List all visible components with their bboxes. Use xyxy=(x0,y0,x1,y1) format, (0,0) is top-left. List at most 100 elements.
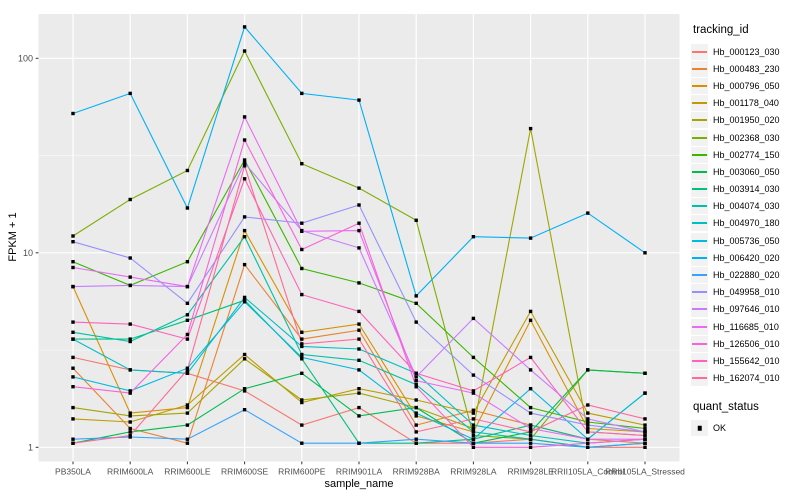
legend-key-swatch xyxy=(691,60,708,77)
data-point xyxy=(71,265,75,270)
data-point xyxy=(643,437,647,441)
quant-status-legend-items: OK xyxy=(691,420,799,437)
legend-title-quant-status: quant_status xyxy=(693,400,759,413)
legend-item-Hb_049958_010: Hb_049958_010 xyxy=(691,284,799,301)
data-point xyxy=(300,162,304,166)
data-point xyxy=(185,423,190,427)
data-point xyxy=(300,292,304,297)
legend-key-swatch xyxy=(691,335,708,352)
legend-item-Hb_000123_030: Hb_000123_030 xyxy=(691,43,799,60)
legend-item-Hb_162074_010: Hb_162074_010 xyxy=(691,370,799,387)
data-point xyxy=(128,322,132,326)
legend-item-label: Hb_003914_030 xyxy=(713,184,780,195)
legend-item-Hb_097646_010: Hb_097646_010 xyxy=(691,301,799,318)
data-point xyxy=(357,368,361,372)
legend-key-swatch xyxy=(691,318,708,335)
data-point xyxy=(242,295,247,300)
legend-key-swatch xyxy=(691,249,708,266)
data-point xyxy=(71,234,75,238)
legend-key-swatch xyxy=(691,301,708,318)
data-point xyxy=(528,411,533,415)
data-point xyxy=(471,430,476,434)
data-point xyxy=(242,389,247,393)
data-point xyxy=(357,246,361,250)
legend-item-label: Hb_126506_010 xyxy=(713,338,780,349)
data-point xyxy=(128,389,132,393)
data-point xyxy=(71,260,75,264)
data-point xyxy=(128,339,132,344)
legend-item-Hb_005736_050: Hb_005736_050 xyxy=(691,232,799,249)
legend-item-label: Hb_004074_030 xyxy=(713,201,780,212)
data-point xyxy=(471,426,476,431)
legend-line-icon xyxy=(692,67,707,70)
data-point xyxy=(128,414,132,418)
legend-item-Hb_006420_020: Hb_006420_020 xyxy=(691,249,799,266)
legend-item-label: Hb_155642_010 xyxy=(713,355,780,366)
data-point xyxy=(414,294,418,298)
legend-key-swatch xyxy=(691,198,708,215)
legend-item-label: Hb_002368_030 xyxy=(713,132,780,143)
legend-key-swatch xyxy=(691,77,708,94)
data-point xyxy=(586,211,590,215)
data-point xyxy=(528,318,533,322)
y-tick-label: 10 xyxy=(23,248,33,258)
data-point xyxy=(242,49,247,53)
data-point xyxy=(71,375,75,379)
data-point xyxy=(185,168,190,173)
legend-item-label: Hb_006420_020 xyxy=(713,252,780,263)
legend-item-quant-ok: OK xyxy=(691,420,799,437)
legend: tracking_id Hb_000123_030 Hb_000483_230 Hb… xyxy=(691,24,799,437)
x-axis-title: sample_name xyxy=(324,478,394,490)
data-point xyxy=(586,420,590,424)
data-point xyxy=(643,445,647,449)
data-point xyxy=(185,332,190,337)
legend-line-icon xyxy=(692,377,707,380)
data-point xyxy=(471,391,476,395)
y-tick-label: 100 xyxy=(18,53,33,63)
legend-key-swatch xyxy=(691,232,708,249)
tracking-id-legend-items: Hb_000123_030 Hb_000483_230 Hb_000796_050 H… xyxy=(691,43,799,387)
data-point xyxy=(357,405,361,410)
data-point xyxy=(71,441,75,445)
data-point xyxy=(528,437,533,441)
data-point xyxy=(300,229,304,233)
data-point xyxy=(128,391,132,395)
data-point xyxy=(357,98,361,102)
data-point xyxy=(414,441,418,445)
data-point xyxy=(528,430,533,434)
x-tick-label: RRIM600LE xyxy=(164,467,211,477)
data-point xyxy=(185,437,190,441)
data-point xyxy=(242,352,247,357)
data-point xyxy=(185,368,190,372)
data-point xyxy=(528,405,533,410)
data-point xyxy=(528,426,533,431)
legend-line-icon xyxy=(692,102,707,105)
y-axis-title: FPKM + 1 xyxy=(7,212,19,262)
data-point xyxy=(242,262,247,267)
data-point xyxy=(357,221,361,225)
data-point xyxy=(471,437,476,441)
data-point xyxy=(586,426,590,431)
data-point xyxy=(300,337,304,341)
data-point xyxy=(242,357,247,361)
data-point xyxy=(586,411,590,415)
data-point xyxy=(128,283,132,288)
data-point xyxy=(128,433,132,438)
legend-line-icon xyxy=(692,188,707,191)
data-point xyxy=(128,275,132,279)
data-point xyxy=(528,368,533,372)
data-point xyxy=(471,433,476,438)
legend-key-swatch xyxy=(691,284,708,301)
data-point xyxy=(643,433,647,438)
legend-item-Hb_116685_010: Hb_116685_010 xyxy=(691,318,799,335)
legend-line-icon xyxy=(692,136,707,139)
axis-ticks xyxy=(35,57,646,465)
data-point xyxy=(528,445,533,449)
legend-key-swatch xyxy=(691,163,708,180)
data-point xyxy=(185,318,190,322)
legend-key-swatch xyxy=(691,420,708,437)
data-point xyxy=(643,371,647,375)
legend-item-label: Hb_001178_040 xyxy=(713,98,779,109)
data-point xyxy=(586,445,590,449)
